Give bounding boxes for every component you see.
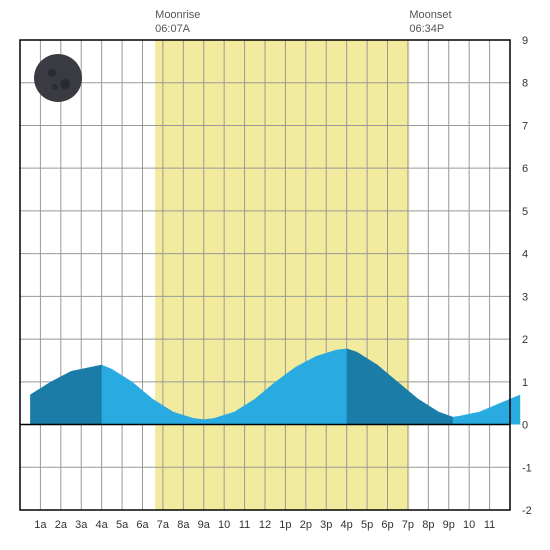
x-tick-label: 3p: [320, 519, 332, 531]
tide-dark-segment: [30, 365, 101, 425]
x-tick-label: 9a: [198, 519, 211, 531]
y-tick-label: -2: [522, 505, 532, 517]
x-tick-label: 1a: [34, 519, 47, 531]
x-tick-label: 6a: [136, 519, 149, 531]
tide-chart: 1a2a3a4a5a6a7a8a9a1011121p2p3p4p5p6p7p8p…: [0, 0, 550, 550]
x-tick-label: 5p: [361, 519, 373, 531]
y-tick-label: 8: [522, 78, 528, 90]
y-tick-label: 2: [522, 334, 528, 346]
x-tick-label: 11: [239, 519, 250, 531]
y-tick-label: 0: [522, 420, 528, 432]
x-tick-label: 7a: [157, 519, 170, 531]
x-tick-label: 6p: [381, 519, 393, 531]
x-tick-label: 7p: [402, 519, 414, 531]
x-tick-label: 9p: [443, 519, 455, 531]
x-tick-label: 5a: [116, 519, 129, 531]
chart-svg: 1a2a3a4a5a6a7a8a9a1011121p2p3p4p5p6p7p8p…: [0, 0, 550, 550]
daylight-band: [155, 40, 409, 510]
y-tick-label: -1: [522, 462, 532, 474]
x-tick-label: 12: [259, 519, 271, 531]
x-tick-label: 11: [484, 519, 495, 531]
y-tick-label: 9: [522, 35, 528, 47]
x-tick-label: 4a: [96, 519, 109, 531]
moonrise-label: Moonrise: [155, 9, 200, 21]
y-tick-label: 7: [522, 120, 528, 132]
moon-icon: [34, 54, 82, 102]
moon-crater: [52, 84, 58, 90]
y-tick-label: 1: [522, 377, 528, 389]
x-tick-label: 10: [218, 519, 230, 531]
moon-crater: [48, 69, 56, 77]
y-tick-label: 5: [522, 206, 528, 218]
y-tick-label: 6: [522, 163, 528, 175]
x-tick-label: 8p: [422, 519, 434, 531]
x-tick-label: 2p: [300, 519, 312, 531]
x-tick-label: 10: [463, 519, 475, 531]
x-tick-label: 1p: [279, 519, 291, 531]
x-tick-label: 2a: [55, 519, 68, 531]
y-tick-label: 4: [522, 249, 528, 261]
x-tick-label: 8a: [177, 519, 190, 531]
x-tick-label: 3a: [75, 519, 88, 531]
y-tick-label: 3: [522, 291, 528, 303]
x-tick-label: 4p: [341, 519, 353, 531]
moonrise-time: 06:07A: [155, 23, 191, 35]
moonset-time: 06:34P: [409, 23, 444, 35]
moonset-label: Moonset: [409, 9, 451, 21]
moon-crater: [60, 79, 70, 89]
